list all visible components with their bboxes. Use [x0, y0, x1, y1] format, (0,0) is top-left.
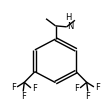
Text: H: H — [65, 13, 72, 22]
Text: F: F — [95, 83, 100, 92]
Text: N: N — [67, 22, 73, 31]
Text: F: F — [21, 92, 26, 101]
Text: F: F — [74, 84, 79, 93]
Text: F: F — [85, 92, 90, 101]
Text: F: F — [32, 84, 37, 93]
Text: F: F — [11, 83, 16, 92]
